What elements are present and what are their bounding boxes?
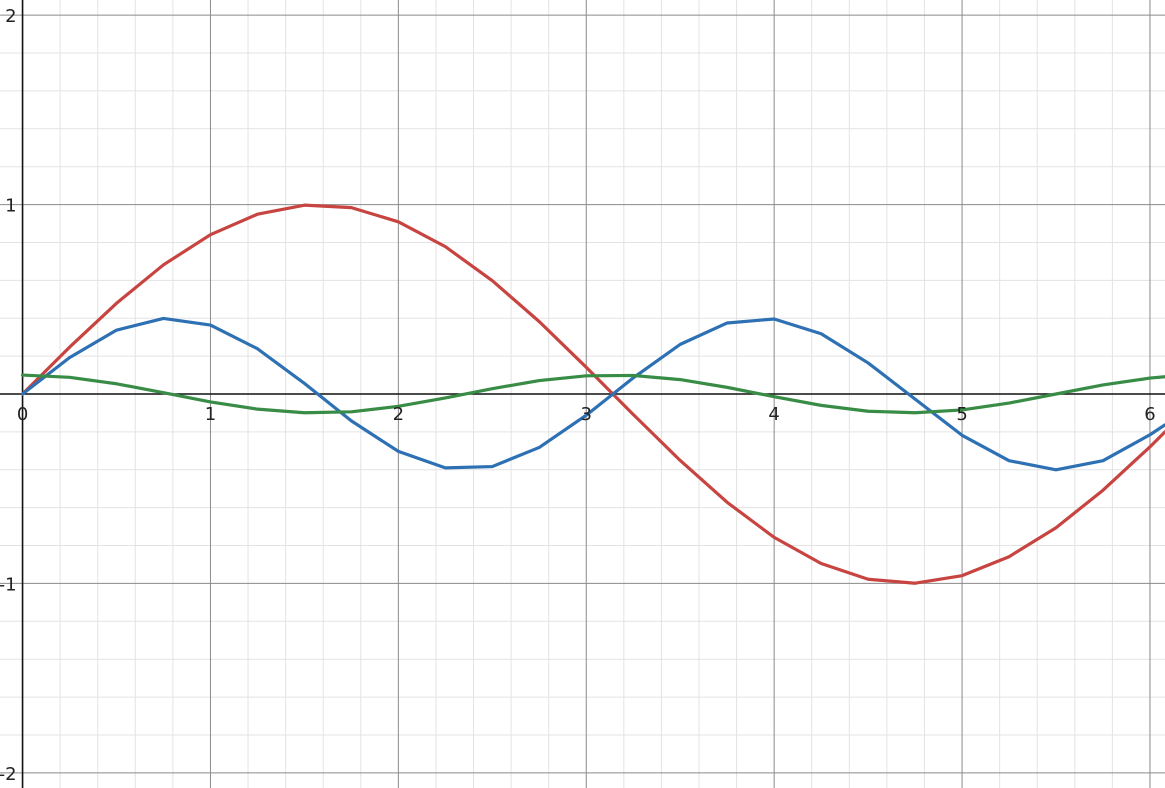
curves [20, 203, 1165, 585]
x-tick-label: 1 [205, 404, 216, 425]
x-tick-label: 6 [1144, 404, 1155, 425]
y-tick-label: -2 [0, 764, 17, 785]
series-2-curve[interactable] [20, 316, 1165, 472]
y-tick-labels: 2 1 -1 -2 [0, 6, 17, 785]
y-tick-label: 2 [5, 6, 16, 27]
x-tick-label: 5 [956, 404, 967, 425]
y-tick-label: 1 [5, 196, 16, 217]
series-3-curve[interactable] [20, 373, 1165, 415]
x-tick-label: 3 [581, 404, 592, 425]
x-tick-label: 2 [393, 404, 404, 425]
x-tick-labels: 0 1 2 3 4 5 6 [17, 404, 1156, 425]
x-tick-label: 4 [768, 404, 779, 425]
series-1-curve[interactable] [20, 203, 1165, 585]
y-tick-label: -1 [0, 574, 17, 595]
x-tick-label: 0 [17, 404, 28, 425]
